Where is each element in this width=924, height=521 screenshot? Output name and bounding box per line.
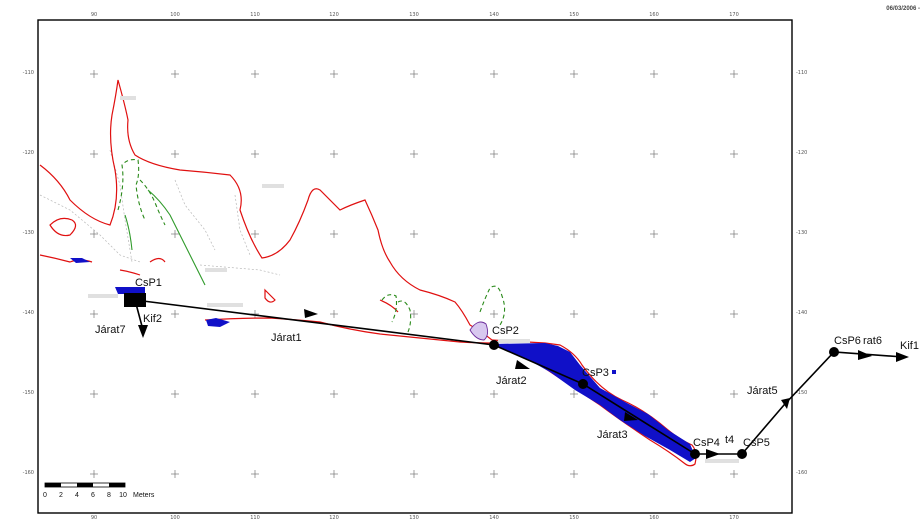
axis-top-tick: 120	[329, 12, 339, 18]
axis-right-labels: -110 -120 -130 -140 -150 -160	[796, 70, 807, 476]
water-fill	[70, 258, 696, 462]
date-stamp: 06/03/2006 -	[886, 6, 920, 12]
axis-left-tick: -130	[23, 230, 34, 236]
station-csp6-marker	[829, 347, 839, 357]
station-label: CsP3	[582, 367, 609, 379]
cave-detail-sketch	[39, 149, 281, 276]
axis-top-tick: 130	[409, 12, 419, 18]
route-label-jarat7: Járat7	[95, 324, 126, 336]
route-label-jarat6: rat6	[863, 335, 882, 347]
axis-bottom-tick: 150	[569, 515, 579, 521]
station-label: CsP5	[743, 437, 770, 449]
axis-left-tick: -150	[23, 390, 34, 396]
survey-annotations	[88, 96, 739, 463]
scale-tick: 2	[59, 492, 63, 499]
axis-bottom-labels: 90 100 110 120 130 140 150 160 170	[91, 515, 739, 521]
scale-tick: 6	[91, 492, 95, 499]
grid-crosses	[90, 70, 738, 478]
station-label: CsP1	[135, 277, 162, 289]
station-label: CsP4	[693, 437, 720, 449]
arrow-icon	[304, 309, 318, 318]
scale-tick: 0	[43, 492, 47, 499]
axis-top-tick: 140	[489, 12, 499, 18]
route-label-jarat5: Járat5	[747, 385, 778, 397]
route-arrows	[138, 309, 909, 459]
connecting-passage	[124, 189, 206, 286]
axis-left-labels: -110 -120 -130 -140 -150 -160	[23, 70, 34, 476]
axis-top-tick: 110	[250, 12, 260, 18]
axis-right-tick: -130	[796, 230, 807, 236]
scale-unit: Meters	[133, 492, 155, 499]
arrow-icon	[515, 360, 530, 369]
route-labels: Járat1 Járat2 Járat3 Járat5 rat6 Járat7 …	[95, 313, 919, 446]
scale-tick: 4	[75, 492, 79, 499]
axis-top-tick: 90	[91, 12, 97, 18]
arrow-icon	[138, 325, 148, 338]
axis-top-tick: 160	[649, 12, 659, 18]
station-csp5-marker	[737, 449, 747, 459]
route-label-t4: t4	[725, 434, 734, 446]
axis-left-tick: -120	[23, 150, 34, 156]
route-label-jarat2: Járat2	[496, 375, 527, 387]
station-csp2-marker	[489, 340, 499, 350]
scale-bar: 0 2 4 6 8 10 Meters	[43, 482, 155, 499]
axis-right-tick: -110	[796, 70, 807, 76]
axis-top-labels: 90 100 110 120 130 140 150 160 170	[91, 12, 739, 18]
axis-bottom-tick: 140	[489, 515, 499, 521]
arrow-icon	[781, 398, 790, 409]
station-labels: CsP1 CsP2 CsP3 CsP4 CsP5 CsP6	[135, 277, 861, 449]
arrow-icon	[624, 412, 638, 421]
axis-bottom-tick: 100	[170, 515, 180, 521]
axis-right-tick: -160	[796, 470, 807, 476]
axis-left-tick: -160	[23, 470, 34, 476]
route-label-kif2: Kif2	[143, 313, 162, 325]
axis-bottom-tick: 160	[649, 515, 659, 521]
station-csp3-marker	[578, 379, 588, 389]
axis-bottom-tick: 170	[729, 515, 739, 521]
route-label-jarat3: Járat3	[597, 429, 628, 441]
axis-top-tick: 150	[569, 12, 579, 18]
upper-level-passages	[117, 159, 506, 333]
axis-right-tick: -120	[796, 150, 807, 156]
station-csp4-marker	[690, 449, 700, 459]
axis-bottom-tick: 110	[250, 515, 260, 521]
route-label-kif1: Kif1	[900, 340, 919, 352]
arrow-icon	[706, 449, 720, 459]
axis-top-tick: 170	[729, 12, 739, 18]
axis-left-tick: -110	[23, 70, 34, 76]
station-cSp1-marker	[124, 293, 146, 307]
station-label: CsP6	[834, 335, 861, 347]
arrow-icon	[896, 352, 909, 362]
axis-right-tick: -140	[796, 310, 807, 316]
scale-tick: 8	[107, 492, 111, 499]
axis-bottom-tick: 130	[409, 515, 419, 521]
axis-left-tick: -140	[23, 310, 34, 316]
axis-bottom-tick: 90	[91, 515, 97, 521]
cave-walls	[39, 79, 697, 467]
scale-tick: 10	[119, 492, 127, 499]
station-markers	[124, 293, 839, 459]
axis-bottom-tick: 120	[329, 515, 339, 521]
purple-passage-outline	[469, 321, 489, 341]
route-label-jarat1: Járat1	[271, 332, 302, 344]
arrow-icon	[858, 350, 872, 360]
station-label: CsP2	[492, 325, 519, 337]
axis-top-tick: 100	[170, 12, 180, 18]
axis-right-tick: -150	[796, 390, 807, 396]
